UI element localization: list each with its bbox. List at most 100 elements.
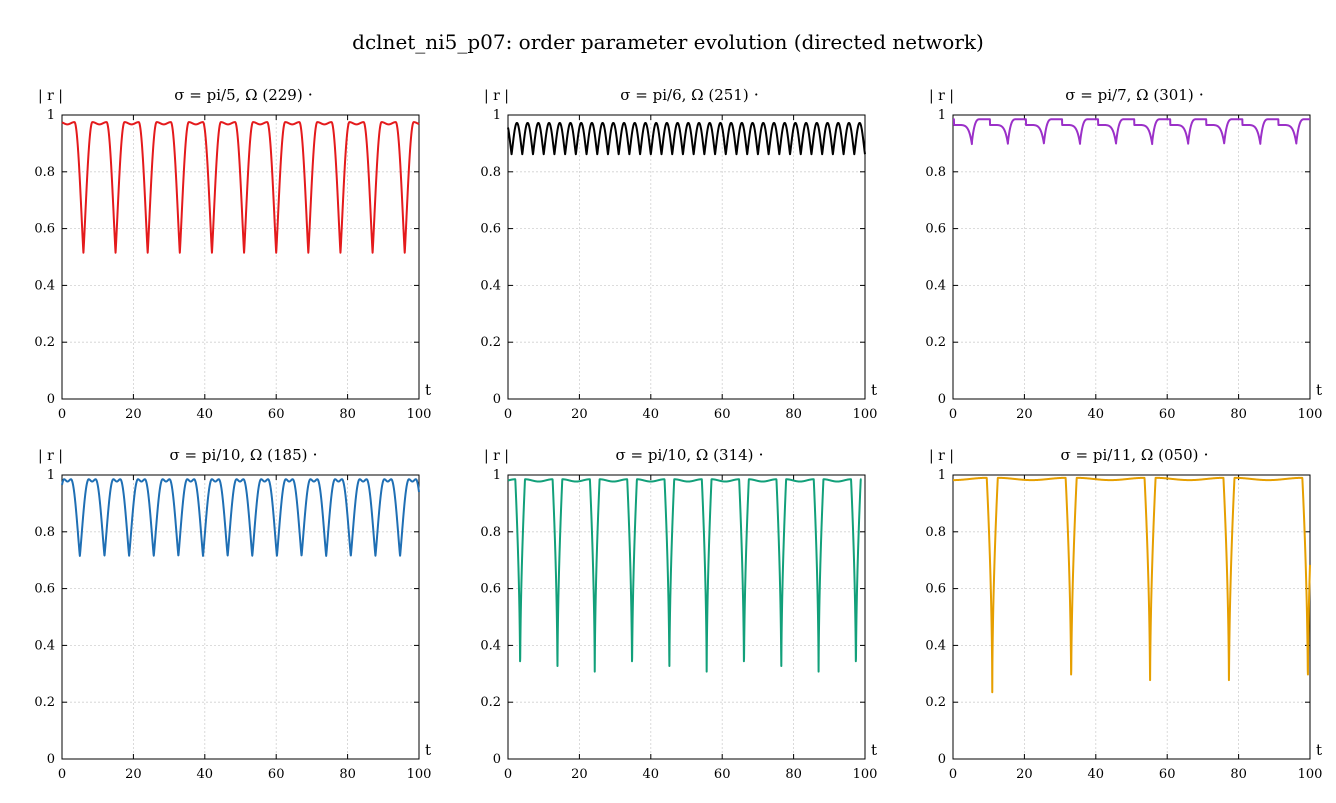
y-tick-label: 0.8 — [34, 525, 55, 540]
x-tick-label: 40 — [1088, 407, 1105, 422]
y-tick-label: 0.8 — [480, 525, 501, 540]
x-tick-label: 40 — [643, 767, 660, 782]
y-tick-label: 0.6 — [480, 582, 501, 597]
x-tick-label: 60 — [268, 767, 285, 782]
y-tick-label: 0.2 — [480, 695, 501, 710]
series-line — [952, 476, 1311, 694]
legend-marker: · — [758, 445, 763, 464]
figure-title: dclnet_ni5_p07: order parameter evolutio… — [352, 30, 984, 54]
x-tick-label: 40 — [197, 407, 214, 422]
x-tick-label: 80 — [1230, 767, 1247, 782]
x-axis-label: t — [425, 741, 431, 759]
y-tick-label: 0.8 — [480, 165, 501, 180]
chart-panel-6: 0 20 40 60 80 100 0 0.2 0.4 0.6 0.8 1 | r | t σ = pi/1… — [925, 445, 1322, 782]
y-tick-label: 1 — [938, 108, 946, 123]
plot-frame — [61, 114, 420, 400]
x-tick-label: 100 — [407, 407, 432, 422]
y-axis-label: | r | — [484, 88, 509, 104]
series-line — [61, 478, 420, 557]
chart-title: σ = pi/7, Ω (301) — [1065, 86, 1193, 104]
series-line — [61, 121, 420, 254]
y-tick-label: 0.4 — [480, 278, 501, 293]
x-tick-label: 0 — [504, 407, 512, 422]
chart-panel-5: 0 20 40 60 80 100 0 0.2 0.4 0.6 0.8 1 | r | t σ = pi/1… — [480, 445, 877, 782]
x-tick-label: 80 — [1230, 407, 1247, 422]
x-tick-label: 100 — [1298, 407, 1323, 422]
x-tick-label: 0 — [58, 407, 66, 422]
y-tick-label: 0 — [47, 752, 55, 767]
legend-marker: · — [312, 445, 317, 464]
y-tick-label: 0.2 — [34, 335, 55, 350]
plot-frame — [507, 474, 866, 760]
y-tick-label: 0.2 — [480, 335, 501, 350]
chart-title: σ = pi/5, Ω (229) — [174, 86, 302, 104]
y-tick-label: 1 — [47, 108, 55, 123]
x-tick-label: 80 — [785, 767, 802, 782]
plot-frame — [507, 114, 866, 400]
x-tick-label: 20 — [571, 407, 588, 422]
plot-frame — [952, 114, 1311, 400]
chart-title: σ = pi/11, Ω (050) — [1061, 446, 1199, 464]
x-tick-label: 0 — [504, 767, 512, 782]
series-line — [507, 478, 863, 673]
x-tick-label: 40 — [643, 407, 660, 422]
x-tick-label: 0 — [949, 407, 957, 422]
y-tick-label: 0 — [493, 752, 501, 767]
legend-marker: · — [1203, 445, 1208, 464]
x-tick-label: 20 — [571, 767, 588, 782]
x-tick-label: 60 — [1159, 767, 1176, 782]
x-tick-label: 40 — [197, 767, 214, 782]
x-axis-label: t — [871, 381, 877, 399]
y-tick-label: 0.2 — [925, 335, 946, 350]
x-axis-label: t — [425, 381, 431, 399]
y-tick-label: 0.8 — [34, 165, 55, 180]
plot-frame — [61, 474, 420, 760]
chart-title: σ = pi/6, Ω (251) — [620, 86, 748, 104]
y-tick-label: 1 — [493, 468, 501, 483]
chart-panel-2: 0 20 40 60 80 100 0 0.2 0.4 0.6 0.8 1 | r | t σ = pi/6… — [480, 85, 877, 422]
y-tick-label: 0.8 — [925, 165, 946, 180]
x-tick-label: 100 — [407, 767, 432, 782]
x-tick-label: 100 — [853, 407, 878, 422]
y-tick-label: 0.4 — [925, 278, 946, 293]
x-tick-label: 20 — [125, 407, 142, 422]
x-axis-label: t — [1316, 741, 1322, 759]
y-tick-label: 0 — [47, 392, 55, 407]
x-tick-label: 60 — [714, 767, 731, 782]
plot-frame — [952, 474, 1311, 760]
series-line — [507, 121, 866, 156]
y-tick-label: 0.4 — [34, 278, 55, 293]
x-axis-label: t — [871, 741, 877, 759]
chart-panel-4: 0 20 40 60 80 100 0 0.2 0.4 0.6 0.8 1 | r | t σ = pi/1… — [34, 445, 431, 782]
chart-title: σ = pi/10, Ω (185) — [170, 446, 308, 464]
x-tick-label: 60 — [268, 407, 285, 422]
y-tick-label: 0.6 — [925, 582, 946, 597]
y-axis-label: | r | — [484, 448, 509, 464]
y-tick-label: 0.6 — [480, 222, 501, 237]
y-tick-label: 0 — [938, 392, 946, 407]
y-tick-label: 1 — [493, 108, 501, 123]
y-tick-label: 0.6 — [925, 222, 946, 237]
chart-panel-1: 0 20 40 60 80 100 0 0.2 0.4 0.6 0.8 1 | r | t σ = pi/5… — [34, 85, 431, 422]
x-tick-label: 100 — [1298, 767, 1323, 782]
x-tick-label: 60 — [714, 407, 731, 422]
x-tick-label: 20 — [1016, 767, 1033, 782]
y-tick-label: 0.6 — [34, 222, 55, 237]
x-tick-label: 80 — [339, 767, 356, 782]
legend-marker: · — [754, 85, 759, 104]
y-tick-label: 0.2 — [34, 695, 55, 710]
y-tick-label: 0.4 — [480, 638, 501, 653]
legend-marker: · — [1199, 85, 1204, 104]
chart-title: σ = pi/10, Ω (314) — [616, 446, 754, 464]
series-line — [952, 118, 1311, 146]
y-tick-label: 0 — [938, 752, 946, 767]
y-tick-label: 0.6 — [34, 582, 55, 597]
x-axis-label: t — [1316, 381, 1322, 399]
y-tick-label: 0.8 — [925, 525, 946, 540]
x-tick-label: 20 — [125, 767, 142, 782]
x-tick-label: 80 — [785, 407, 802, 422]
x-tick-label: 20 — [1016, 407, 1033, 422]
y-axis-label: | r | — [38, 88, 63, 104]
x-tick-label: 100 — [853, 767, 878, 782]
